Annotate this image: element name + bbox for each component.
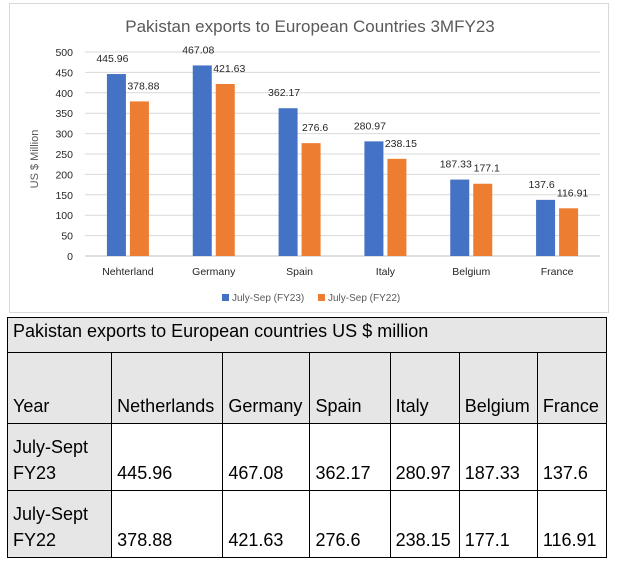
y-axis-label: US $ Million (29, 130, 41, 189)
data-label: 421.63 (213, 63, 245, 75)
legend: July-Sep (FY23) July-Sep (FY22) (222, 293, 400, 304)
data-label: 238.15 (385, 138, 417, 150)
header-cell: Netherlands (111, 352, 224, 424)
header-cell: Italy (389, 352, 460, 424)
table-cell: 467.08 (222, 423, 311, 491)
legend-swatch (318, 294, 325, 301)
table-cell: 362.17 (309, 423, 391, 491)
x-tick-label: Spain (286, 266, 313, 278)
table-row: July-Sept FY22 378.88 421.63 276.6 238.1… (6, 490, 608, 558)
y-tick-label: 400 (55, 88, 73, 100)
data-label: 187.33 (440, 159, 472, 171)
bar-chart: Pakistan exports to European Countries 3… (29, 17, 600, 304)
table-cell: 421.63 (222, 490, 311, 558)
bar (387, 158, 407, 256)
y-axis-ticks: 0 50 100 150 200 250 300 350 400 450 500 (55, 47, 73, 263)
header-cell: France (536, 352, 608, 424)
y-tick-label: 500 (55, 47, 73, 59)
data-label: 378.88 (127, 80, 159, 92)
y-tick-label: 450 (55, 67, 73, 79)
table-cell: 280.97 (389, 423, 460, 491)
bar (192, 65, 212, 256)
bar (559, 208, 579, 256)
y-tick-label: 350 (55, 108, 73, 120)
y-tick-label: 200 (55, 169, 73, 181)
table-cell: 238.15 (389, 490, 460, 558)
x-tick-label: Italy (376, 266, 396, 278)
table-cell: 378.88 (111, 490, 224, 558)
table-cell: 116.91 (536, 490, 608, 558)
bars (106, 65, 579, 257)
data-label: 116.91 (557, 187, 588, 199)
y-tick-label: 250 (55, 149, 73, 161)
table-title-row: Pakistan exports to European countries U… (7, 317, 607, 353)
data-label: 467.08 (182, 44, 214, 56)
header-cell: Year (6, 352, 113, 424)
y-tick-label: 100 (55, 210, 73, 222)
y-tick-label: 150 (55, 190, 73, 202)
bar (301, 143, 321, 256)
data-label: 445.96 (96, 53, 128, 65)
data-labels: 445.96 378.88 467.08 421.63 362.17 276.6 280.9… (96, 44, 588, 199)
x-tick-label: Nehterland (102, 266, 154, 278)
legend-swatch (222, 294, 229, 301)
x-tick-label: Belgium (452, 266, 490, 278)
table-cell: 276.6 (309, 490, 391, 558)
chart-title: Pakistan exports to European Countries 3… (125, 17, 494, 36)
x-tick-label: Germany (192, 266, 236, 278)
table-cell: 177.1 (458, 490, 538, 558)
x-tick-label: France (541, 266, 574, 278)
data-label: 362.17 (268, 87, 300, 99)
bar (129, 101, 149, 256)
row-year-cell: July-Sept FY22 (6, 490, 113, 558)
header-cell: Spain (309, 352, 391, 424)
x-axis-ticks: Nehterland Germany Spain Italy Belgium France (102, 266, 573, 278)
table-cell: 187.33 (458, 423, 538, 491)
bar (215, 83, 235, 256)
exports-table: Pakistan exports to European countries U… (6, 317, 608, 558)
chart-panel: Pakistan exports to European Countries 3… (9, 3, 609, 313)
data-label: 280.97 (354, 120, 386, 132)
gridlines (85, 51, 600, 257)
data-label: 137.6 (528, 179, 554, 191)
y-tick-label: 50 (61, 231, 73, 243)
header-cell: Germany (222, 352, 311, 424)
bar (364, 141, 384, 256)
y-tick-label: 0 (67, 251, 73, 263)
table-title: Pakistan exports to European countries U… (7, 317, 607, 353)
table-cell: 137.6 (536, 423, 608, 491)
table-cell: 445.96 (111, 423, 224, 491)
bar (450, 179, 470, 256)
row-year-cell: July-Sept FY23 (6, 423, 113, 491)
data-label: 177.1 (474, 163, 500, 175)
bar (536, 199, 556, 256)
bar (278, 108, 298, 256)
data-label: 276.6 (302, 122, 328, 134)
table-row: July-Sept FY23 445.96 467.08 362.17 280.… (6, 423, 608, 491)
y-tick-label: 300 (55, 129, 73, 141)
bar (473, 183, 493, 256)
bar (106, 74, 126, 257)
header-cell: Belgium (458, 352, 538, 424)
legend-label: July-Sep (FY22) (328, 293, 400, 304)
table-header-row: Year Netherlands Germany Spain Italy Bel… (6, 352, 608, 424)
legend-label: July-Sep (FY23) (232, 293, 304, 304)
